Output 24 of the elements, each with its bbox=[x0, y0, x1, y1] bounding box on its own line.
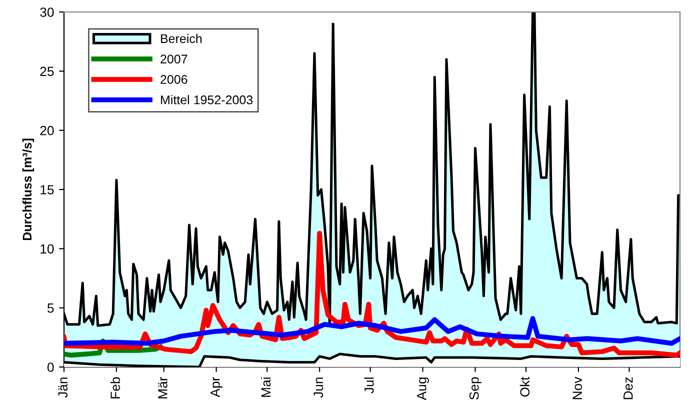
x-tick-label: Aug bbox=[417, 378, 429, 400]
x-tick-label: Mär bbox=[158, 376, 168, 398]
x-tick-label: Mai bbox=[260, 378, 271, 397]
x-tick-label: Jul bbox=[364, 378, 374, 394]
x-tick-label: Jän bbox=[58, 378, 68, 398]
x-tick-label: Feb bbox=[110, 377, 120, 398]
legend-label: 2006 bbox=[160, 75, 188, 84]
y-tick-label: 0 bbox=[47, 362, 54, 372]
x-tick-label: Okt bbox=[520, 376, 530, 397]
x-tick-label: Jun bbox=[314, 378, 324, 398]
y-tick-label: 5 bbox=[47, 304, 54, 313]
legend-label: Mittel 1952-2003 bbox=[161, 95, 253, 104]
x-tick-label: Nov bbox=[572, 376, 582, 400]
y-tick-label: 30 bbox=[40, 8, 54, 17]
x-tick-label: Sep bbox=[469, 377, 482, 400]
y-tick-label: 15 bbox=[40, 185, 54, 194]
y-tick-label: 25 bbox=[40, 66, 54, 76]
legend-label: Bereich bbox=[161, 34, 202, 44]
y-tick-label: 10 bbox=[40, 244, 54, 254]
y-tick-label: 20 bbox=[40, 126, 54, 136]
y-axis-title: Durchfluss [m³/s] bbox=[22, 138, 34, 240]
x-tick-label: Apr bbox=[210, 376, 222, 398]
legend-label: 2007 bbox=[160, 54, 188, 64]
x-tick-label: Dez bbox=[624, 377, 633, 400]
